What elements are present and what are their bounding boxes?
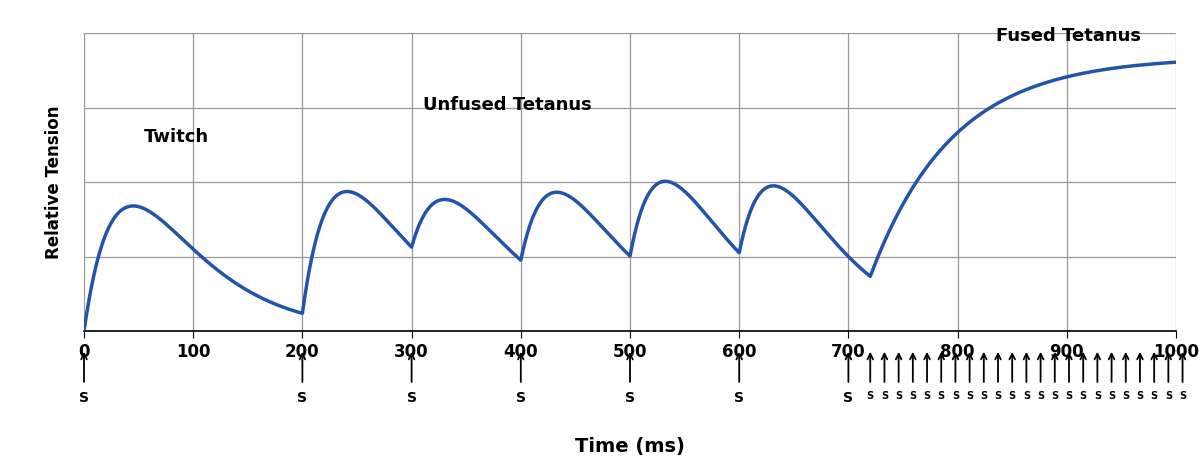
Text: S: S bbox=[1165, 391, 1172, 401]
Text: S: S bbox=[881, 391, 888, 401]
Text: S: S bbox=[866, 391, 874, 401]
Text: S: S bbox=[625, 391, 635, 405]
Text: S: S bbox=[844, 391, 853, 405]
Text: S: S bbox=[1094, 391, 1100, 401]
Text: Fused Tetanus: Fused Tetanus bbox=[996, 27, 1141, 45]
Text: S: S bbox=[910, 391, 917, 401]
Text: S: S bbox=[1108, 391, 1115, 401]
Text: S: S bbox=[1066, 391, 1073, 401]
Text: S: S bbox=[980, 391, 988, 401]
Text: S: S bbox=[1122, 391, 1129, 401]
Text: S: S bbox=[734, 391, 744, 405]
Text: S: S bbox=[1051, 391, 1058, 401]
X-axis label: Time (ms): Time (ms) bbox=[575, 438, 685, 456]
Text: S: S bbox=[1037, 391, 1044, 401]
Text: S: S bbox=[1136, 391, 1144, 401]
Text: S: S bbox=[1080, 391, 1087, 401]
Text: Twitch: Twitch bbox=[144, 128, 209, 146]
Text: S: S bbox=[995, 391, 1002, 401]
Text: S: S bbox=[895, 391, 902, 401]
Text: S: S bbox=[516, 391, 526, 405]
Text: Unfused Tetanus: Unfused Tetanus bbox=[422, 96, 592, 114]
Text: S: S bbox=[1009, 391, 1015, 401]
Text: S: S bbox=[407, 391, 416, 405]
Text: S: S bbox=[924, 391, 930, 401]
Text: S: S bbox=[952, 391, 959, 401]
Text: S: S bbox=[79, 391, 89, 405]
Text: S: S bbox=[966, 391, 973, 401]
Y-axis label: Relative Tension: Relative Tension bbox=[46, 105, 64, 259]
Text: S: S bbox=[298, 391, 307, 405]
Text: S: S bbox=[1151, 391, 1158, 401]
Text: S: S bbox=[1022, 391, 1030, 401]
Text: S: S bbox=[1178, 391, 1186, 401]
Text: S: S bbox=[937, 391, 944, 401]
